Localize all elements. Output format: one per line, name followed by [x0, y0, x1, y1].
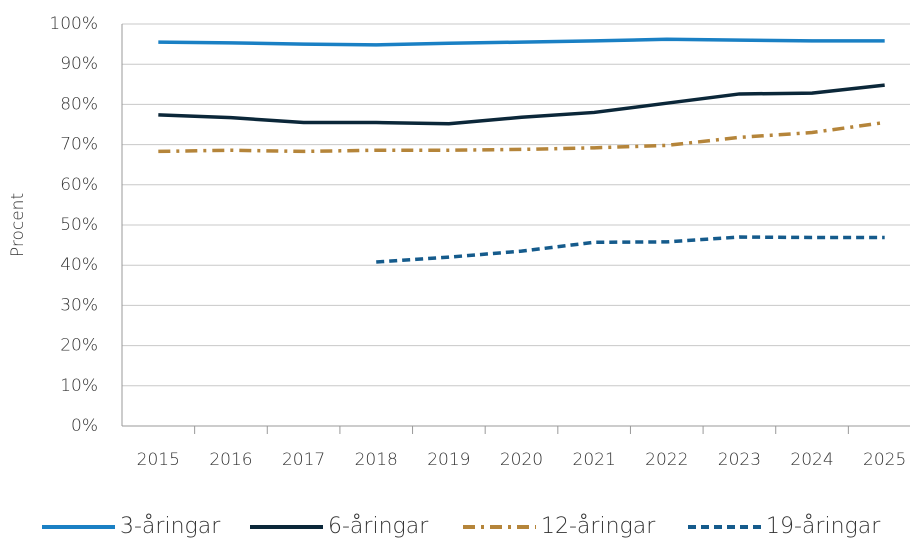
y-tick-label: 20% [60, 336, 98, 356]
x-tick-label: 2016 [209, 450, 252, 470]
legend-label: 3-åringar [120, 514, 221, 539]
x-tick-label: 2021 [573, 450, 616, 470]
x-tick-label: 2018 [355, 450, 398, 470]
x-tick-label: 2015 [137, 450, 180, 470]
y-tick-label: 60% [60, 175, 98, 195]
y-tick-label: 10% [60, 376, 98, 396]
x-tick-label: 2025 [863, 450, 906, 470]
series-line [158, 120, 885, 154]
x-tick-label: 2024 [790, 450, 833, 470]
x-tick-label: 2019 [427, 450, 470, 470]
legend-label: 12-åringar [541, 514, 656, 539]
y-tick-label: 100% [49, 14, 98, 34]
legend-label: 6-åringar [328, 514, 429, 539]
x-tick-label: 2017 [282, 450, 325, 470]
y-tick-label: 40% [60, 255, 98, 275]
y-tick-label: 50% [60, 215, 98, 235]
y-tick-label: 30% [60, 295, 98, 315]
x-tick-label: 2022 [645, 450, 688, 470]
series-line [158, 37, 885, 47]
y-tick-label: 0% [71, 416, 98, 436]
series-line [376, 235, 885, 264]
y-tick-label: 90% [60, 54, 98, 74]
legend-label: 19-åringar [766, 514, 881, 539]
series-line [158, 83, 885, 126]
x-tick-label: 2020 [500, 450, 543, 470]
y-tick-label: 80% [60, 94, 98, 114]
x-tick-label: 2023 [718, 450, 761, 470]
y-axis-label: Procent [8, 193, 28, 257]
y-tick-label: 70% [60, 135, 98, 155]
